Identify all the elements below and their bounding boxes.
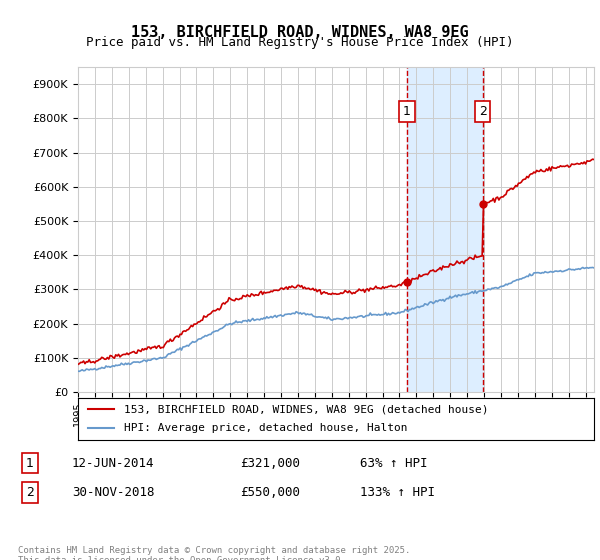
Text: 1: 1 xyxy=(403,105,411,118)
Bar xyxy=(407,67,482,392)
Text: Contains HM Land Registry data © Crown copyright and database right 2025.
This d: Contains HM Land Registry data © Crown c… xyxy=(18,546,410,560)
Text: Price paid vs. HM Land Registry's House Price Index (HPI): Price paid vs. HM Land Registry's House … xyxy=(86,36,514,49)
Text: 2: 2 xyxy=(479,105,487,118)
Text: 2: 2 xyxy=(26,486,34,499)
Text: HPI: Average price, detached house, Halton: HPI: Average price, detached house, Halt… xyxy=(124,423,408,433)
Text: 133% ↑ HPI: 133% ↑ HPI xyxy=(360,486,435,499)
Text: 63% ↑ HPI: 63% ↑ HPI xyxy=(360,456,427,470)
Text: £550,000: £550,000 xyxy=(240,486,300,499)
Text: 153, BIRCHFIELD ROAD, WIDNES, WA8 9EG: 153, BIRCHFIELD ROAD, WIDNES, WA8 9EG xyxy=(131,25,469,40)
Text: £321,000: £321,000 xyxy=(240,456,300,470)
Text: 1: 1 xyxy=(26,456,34,470)
Text: 30-NOV-2018: 30-NOV-2018 xyxy=(72,486,155,499)
Text: 12-JUN-2014: 12-JUN-2014 xyxy=(72,456,155,470)
Text: 153, BIRCHFIELD ROAD, WIDNES, WA8 9EG (detached house): 153, BIRCHFIELD ROAD, WIDNES, WA8 9EG (d… xyxy=(124,404,489,414)
